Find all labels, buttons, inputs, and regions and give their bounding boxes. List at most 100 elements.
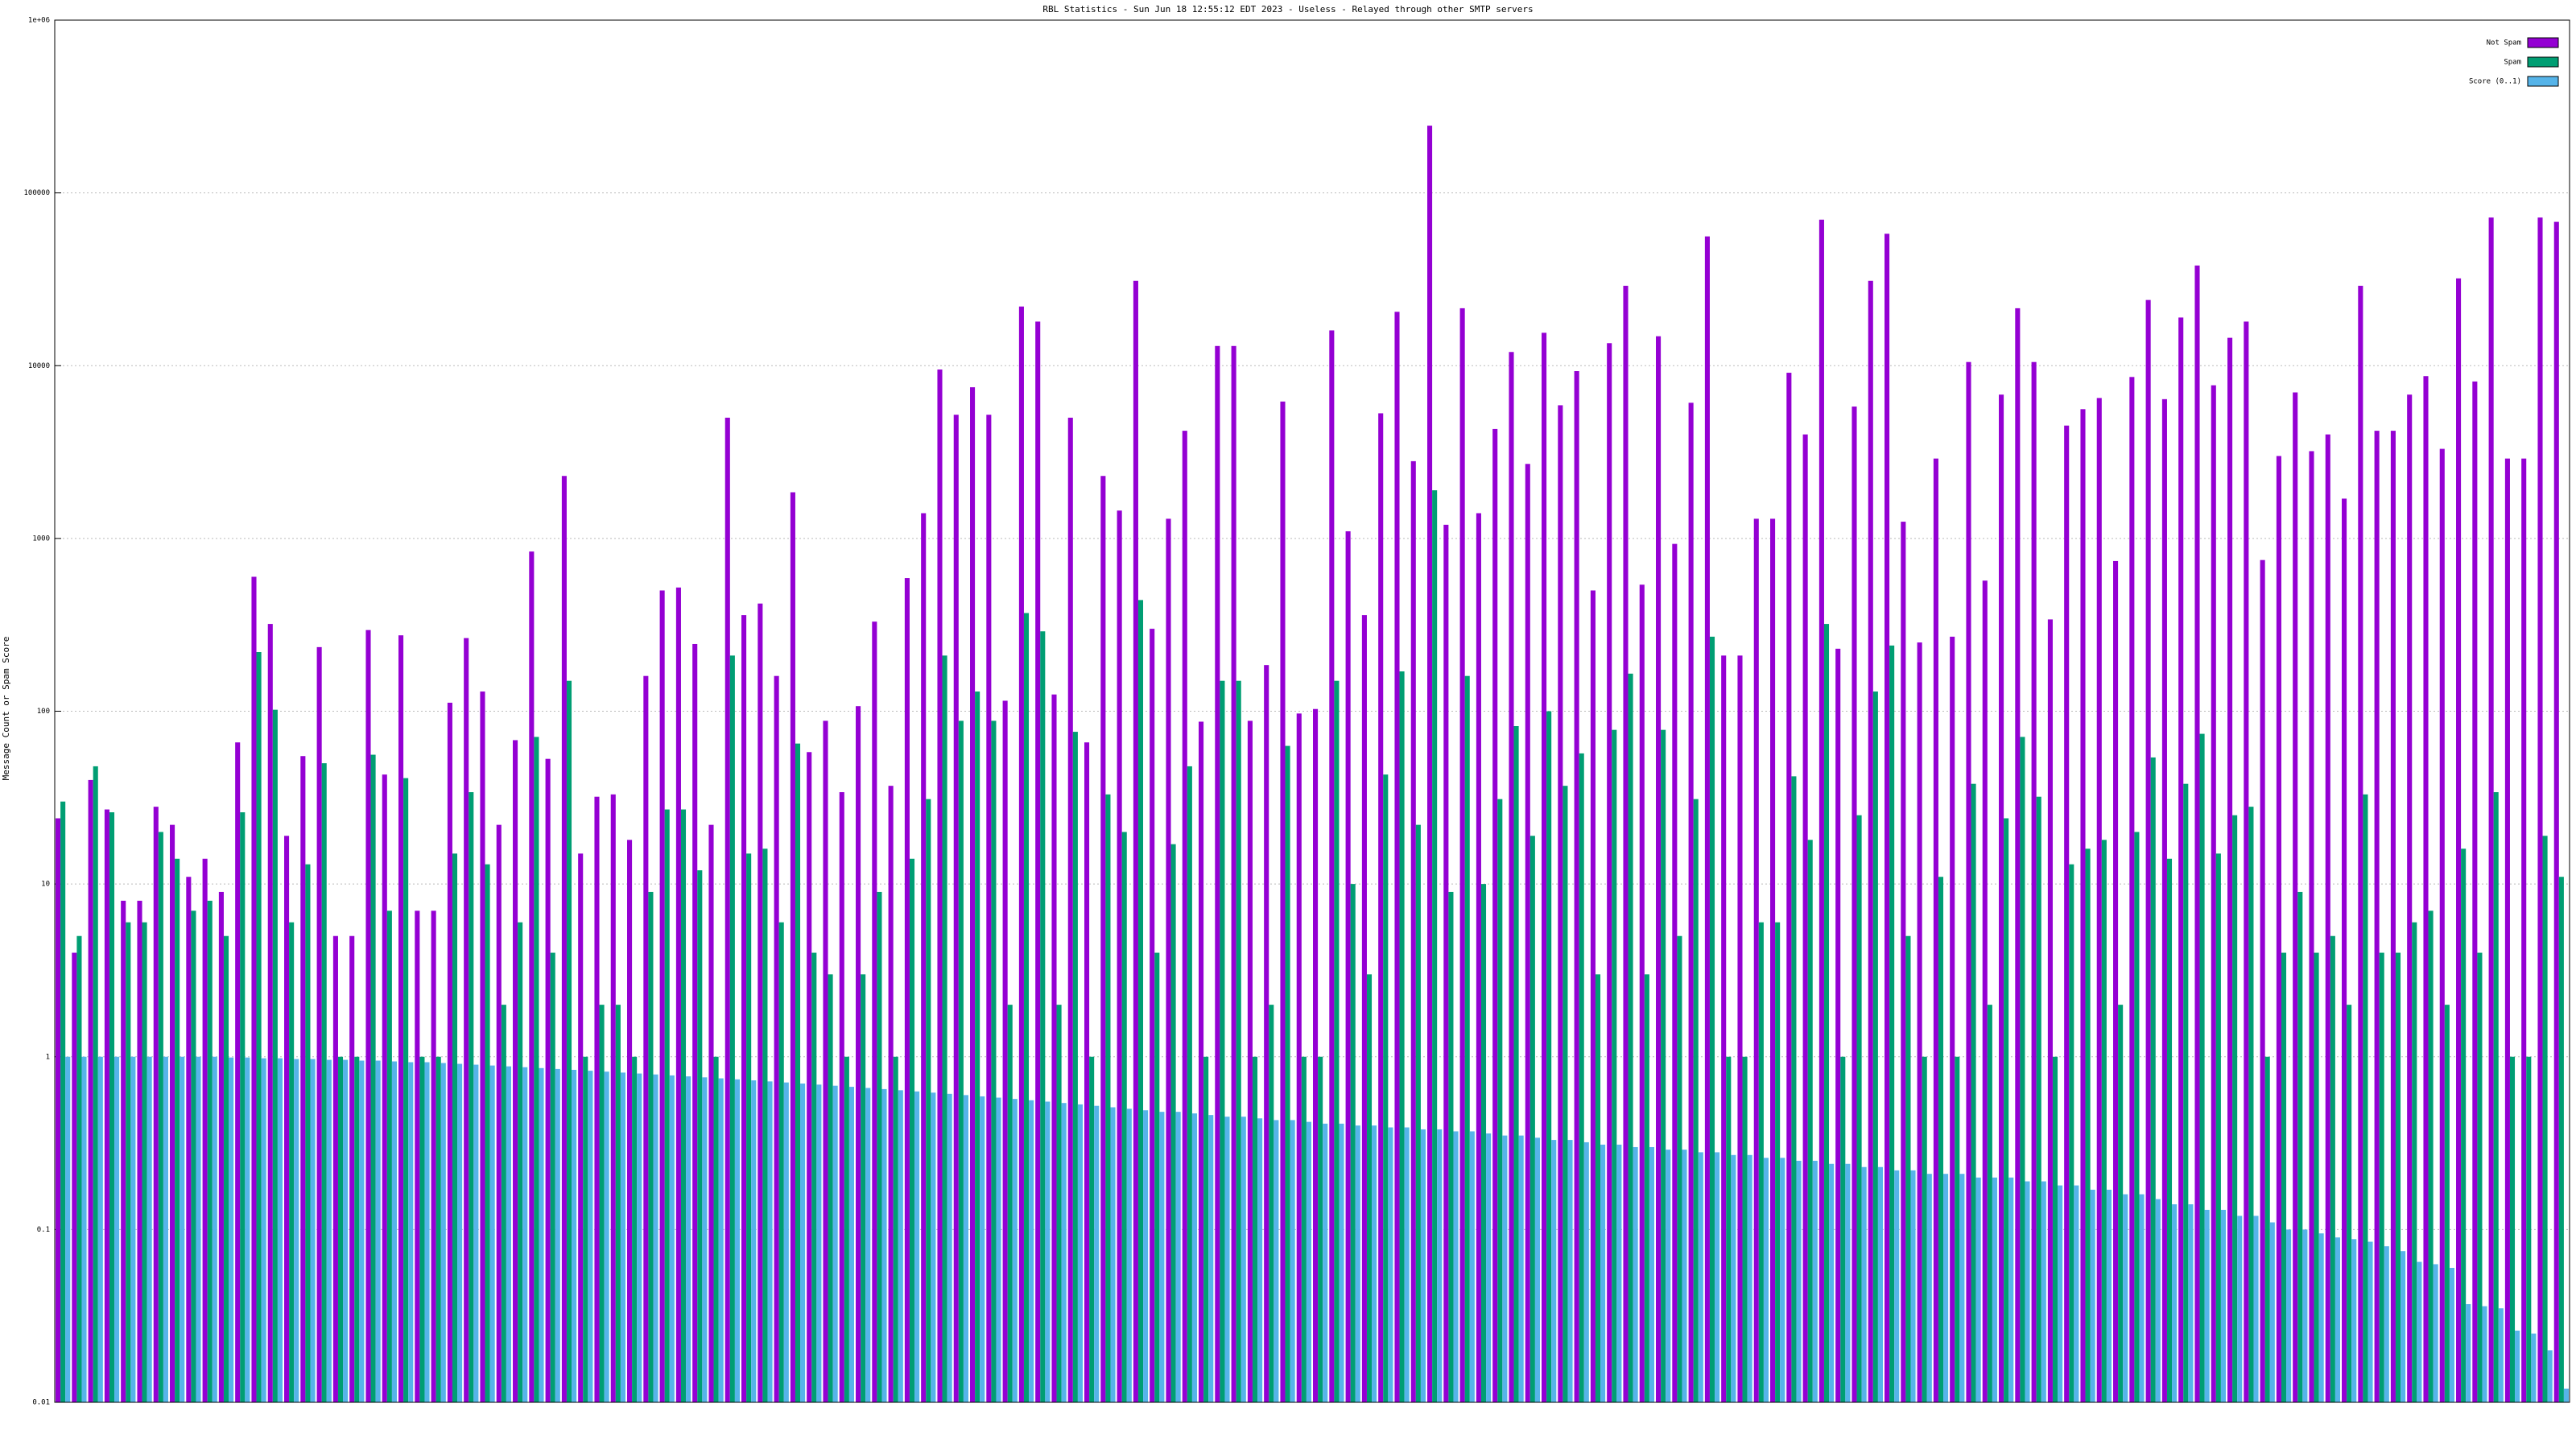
- bar: [81, 1056, 87, 1402]
- bar: [1950, 636, 1955, 1402]
- bar: [1306, 1121, 1311, 1402]
- bar: [937, 369, 943, 1403]
- bar: [1807, 840, 1813, 1402]
- bar: [65, 1056, 71, 1402]
- bar: [980, 1096, 985, 1402]
- bar: [153, 807, 159, 1402]
- bar: [615, 1005, 621, 1402]
- bar: [1133, 280, 1138, 1402]
- bar: [1877, 1166, 1883, 1402]
- bar: [386, 910, 392, 1402]
- bar: [2269, 1222, 2275, 1402]
- bar: [191, 910, 196, 1402]
- bar: [1182, 431, 1187, 1402]
- bar: [1628, 673, 1633, 1402]
- bar: [56, 818, 61, 1402]
- bar: [2188, 1204, 2194, 1402]
- bar: [1476, 513, 1481, 1403]
- bar: [1943, 1174, 1949, 1402]
- bar: [686, 1076, 691, 1402]
- bar: [1715, 1152, 1720, 1402]
- bar: [2232, 815, 2238, 1402]
- bar: [1208, 1115, 1214, 1402]
- bar: [921, 513, 927, 1403]
- bar: [1661, 729, 1666, 1402]
- bar: [1704, 236, 1710, 1402]
- bar: [1698, 1152, 1703, 1402]
- bar: [251, 576, 257, 1402]
- bar: [1339, 1123, 1344, 1402]
- bar: [1551, 1140, 1557, 1402]
- bar: [1269, 1005, 1274, 1402]
- bar: [1829, 1163, 1835, 1402]
- y-tick-label: 100000: [23, 189, 50, 197]
- bar: [349, 935, 355, 1402]
- bar: [708, 824, 714, 1402]
- bar: [1126, 1108, 1132, 1402]
- bar: [1170, 844, 1176, 1402]
- bar: [1154, 952, 1160, 1402]
- bar: [1029, 1100, 1034, 1402]
- bar: [2498, 1308, 2504, 1402]
- bar: [223, 935, 229, 1402]
- bar: [2309, 451, 2314, 1402]
- bar: [675, 587, 681, 1402]
- bar: [1542, 332, 1547, 1403]
- bar: [1274, 1120, 1279, 1402]
- bar: [1012, 1099, 1018, 1402]
- bar: [914, 1091, 920, 1402]
- bar: [212, 1056, 217, 1402]
- bar: [1383, 774, 1389, 1402]
- bar: [1758, 922, 1764, 1402]
- bar: [898, 1090, 903, 1402]
- bar: [1530, 836, 1535, 1402]
- bar: [2297, 891, 2303, 1402]
- bar: [300, 756, 306, 1402]
- bar: [2276, 456, 2281, 1402]
- bar: [1072, 732, 1078, 1402]
- bar: [1639, 584, 1645, 1402]
- bar: [844, 1056, 849, 1402]
- y-axis-label: Message Count or Spam Score: [1, 637, 11, 781]
- bar: [2101, 840, 2107, 1402]
- bar: [1835, 648, 1841, 1402]
- bar: [1035, 321, 1041, 1402]
- bar: [180, 1056, 185, 1402]
- bar: [2204, 1209, 2210, 1402]
- bar: [632, 1056, 638, 1402]
- bar: [375, 1060, 381, 1402]
- bar: [986, 415, 992, 1402]
- bar: [861, 974, 866, 1402]
- y-tick-label: 0.01: [32, 1399, 50, 1407]
- bar: [2041, 1181, 2046, 1402]
- bar: [447, 702, 452, 1402]
- bar: [1094, 1105, 1100, 1402]
- bar: [2521, 458, 2527, 1402]
- bar: [783, 1082, 789, 1402]
- bar: [202, 858, 208, 1402]
- bar: [1366, 974, 1373, 1402]
- bar: [277, 1058, 283, 1402]
- bar: [469, 792, 474, 1402]
- bar: [2052, 1056, 2058, 1402]
- bar: [1926, 1174, 1932, 1402]
- bar: [440, 1063, 446, 1402]
- bar: [1236, 680, 1241, 1402]
- bar: [970, 387, 976, 1403]
- bar: [648, 891, 654, 1402]
- bar: [2008, 1177, 2014, 1402]
- bar: [1796, 1160, 1802, 1402]
- bar: [326, 1059, 332, 1402]
- bar: [207, 900, 213, 1402]
- bar: [170, 824, 175, 1402]
- bar: [1264, 665, 1269, 1402]
- bar: [1051, 694, 1057, 1402]
- bar: [1600, 1144, 1606, 1402]
- bar: [1453, 1131, 1459, 1402]
- bar: [1497, 799, 1503, 1402]
- bar: [370, 754, 376, 1402]
- bar: [1955, 1056, 1960, 1402]
- bar: [702, 1077, 708, 1402]
- bar: [1432, 490, 1438, 1402]
- bar: [926, 799, 931, 1402]
